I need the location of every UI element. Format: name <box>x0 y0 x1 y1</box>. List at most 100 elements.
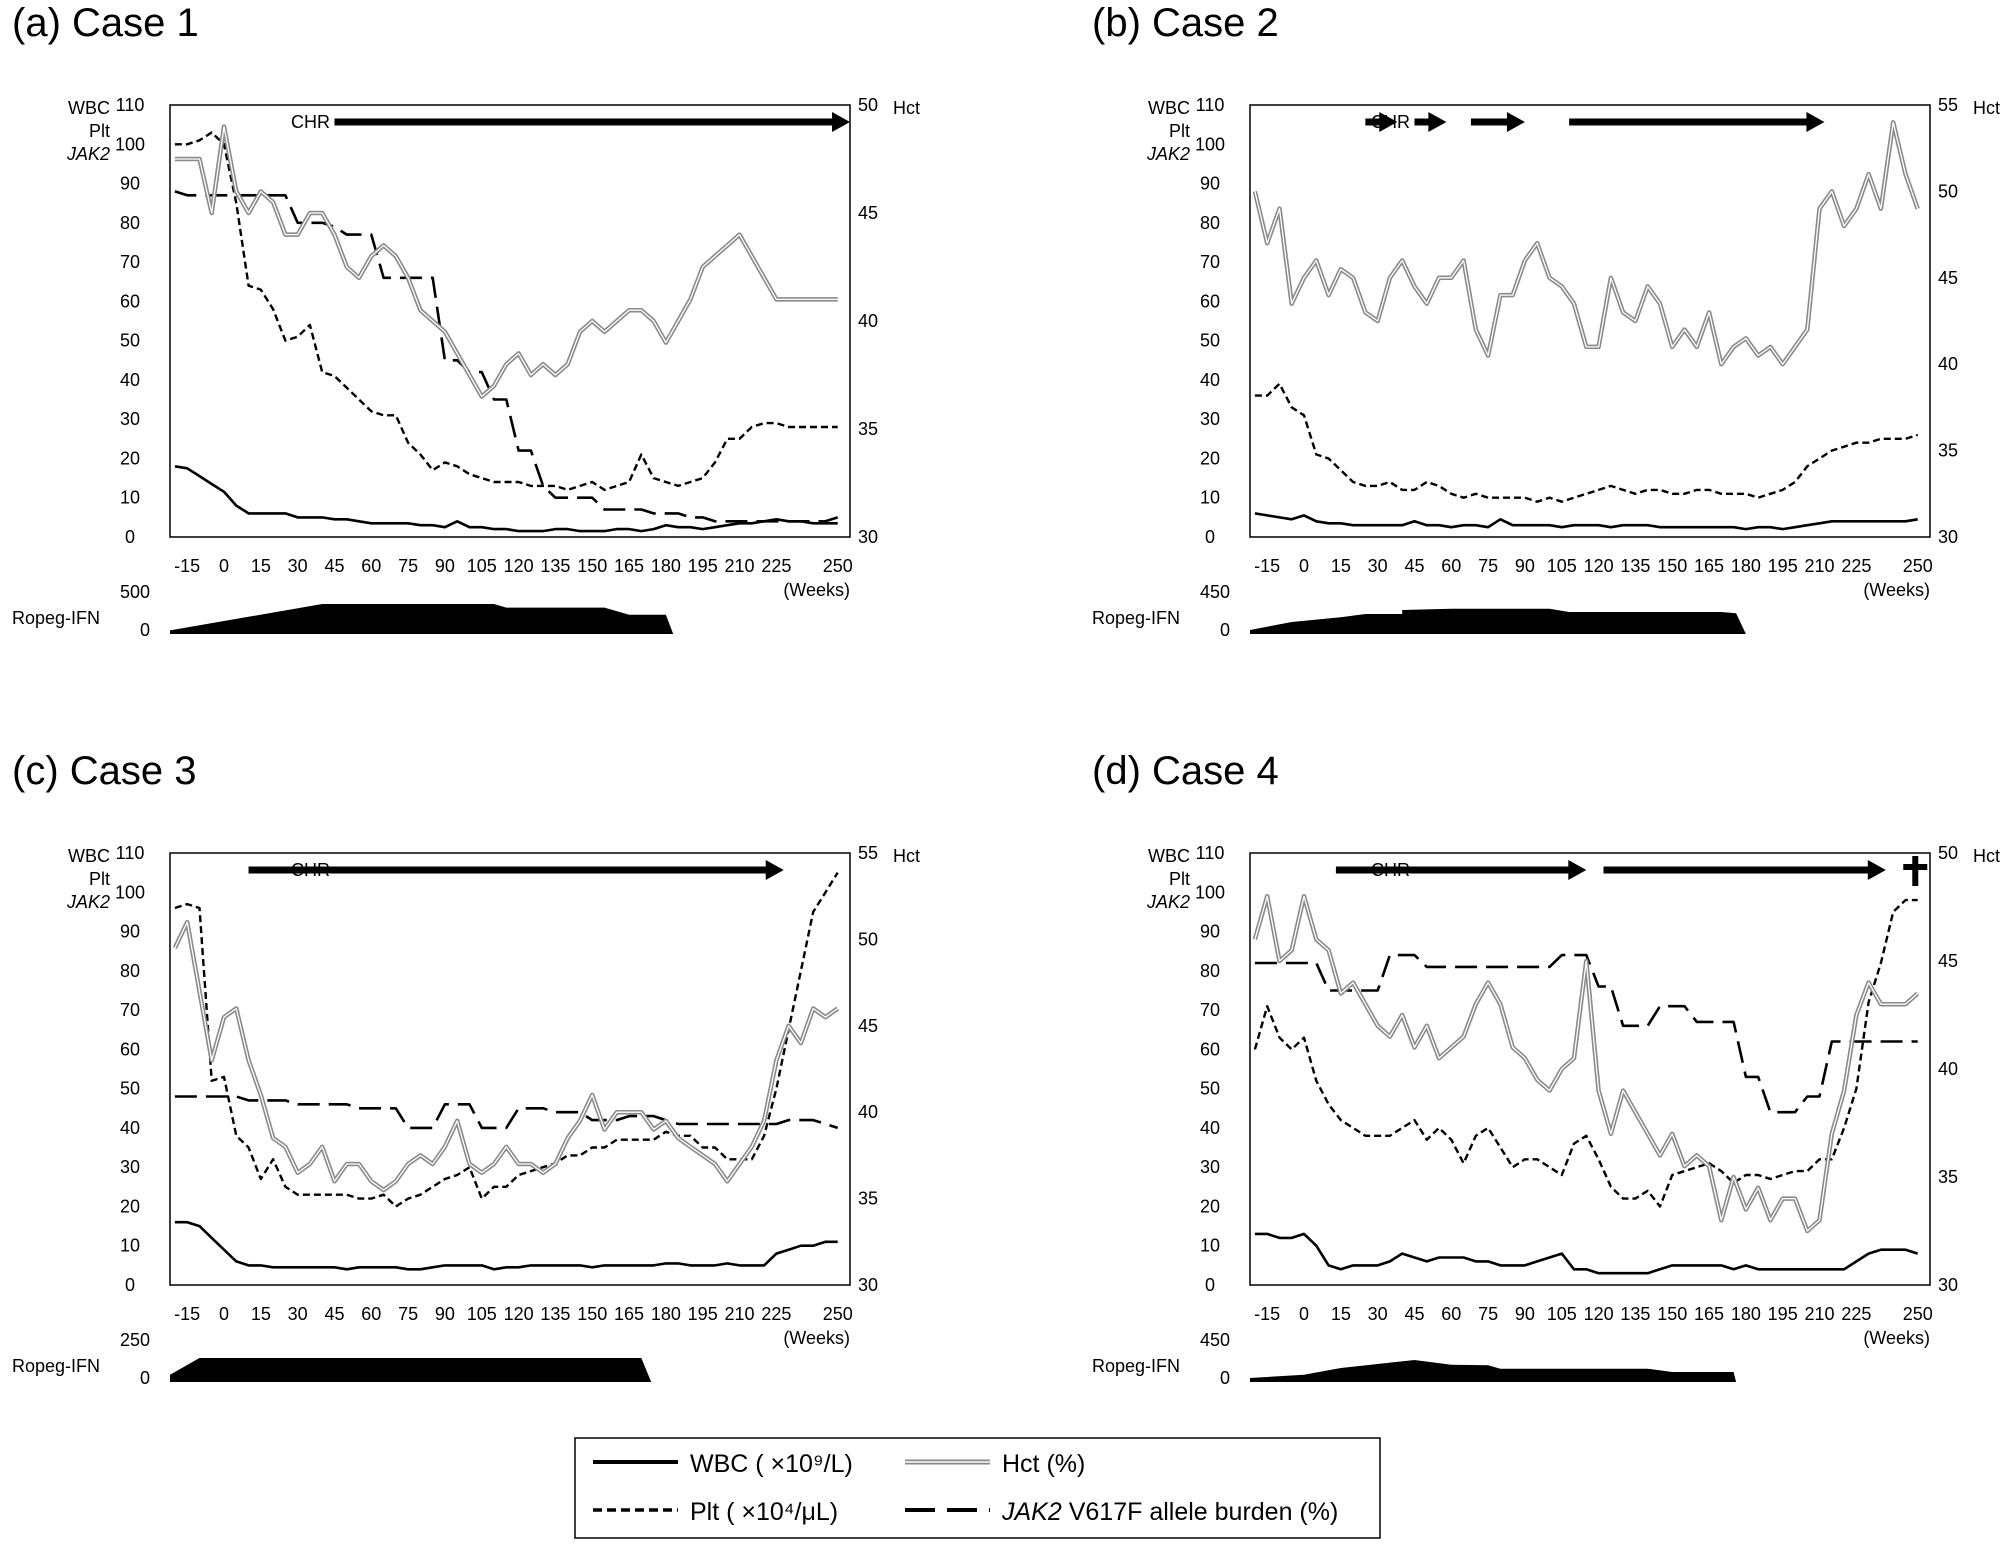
y-tick-left: 100 <box>115 882 145 902</box>
series-plt <box>1253 898 1918 1208</box>
x-tick: 165 <box>1694 1304 1724 1324</box>
legend: WBC ( ×10⁹/L) Hct (%) Plt ( ×10⁴/μL) JAK… <box>574 1437 1381 1539</box>
y-tick-left: 20 <box>1200 1196 1220 1216</box>
y-tick-left: 10 <box>1200 488 1220 508</box>
y-tick-left: 100 <box>115 134 145 154</box>
x-axis-label: (Weeks) <box>1863 1328 1930 1348</box>
x-tick: 45 <box>1404 556 1424 576</box>
left-axis-label-jak2: JAK2 <box>66 144 110 164</box>
x-tick: 180 <box>651 1304 681 1324</box>
x-tick: 250 <box>1903 556 1933 576</box>
x-tick: -15 <box>1254 556 1280 576</box>
series-hct-core <box>174 125 838 398</box>
x-tick: 120 <box>504 1304 534 1324</box>
x-tick: 195 <box>1768 1304 1798 1324</box>
right-axis-label: Hct <box>893 846 920 866</box>
x-tick: 120 <box>1584 1304 1614 1324</box>
series-plt <box>174 871 839 1208</box>
x-tick: 15 <box>251 556 271 576</box>
y-tick-right: 30 <box>1938 527 1958 547</box>
ropeg-ifn-dose-area <box>1250 608 1746 634</box>
chart-panel-2: (b) Case 2 WBC Plt JAK2 Hct 0 10 20 30 40 50 60 70 80… <box>1092 1 2000 640</box>
x-tick: 75 <box>398 556 418 576</box>
y-tick-left: 40 <box>1200 370 1220 390</box>
x-tick: 225 <box>761 556 791 576</box>
plot-frame <box>169 104 851 538</box>
x-tick: -15 <box>174 556 200 576</box>
x-tick: 135 <box>540 1304 570 1324</box>
ropeg-ifn-label: Ropeg-IFN <box>12 1356 100 1376</box>
y-tick-right: 40 <box>1938 354 1958 374</box>
y-tick-left: 40 <box>120 1118 140 1138</box>
right-axis-label: Hct <box>1973 98 2000 118</box>
y-tick-left: 40 <box>120 370 140 390</box>
y-tick-right: 30 <box>858 527 878 547</box>
x-tick: 15 <box>251 1304 271 1324</box>
series-wbc <box>1254 512 1918 531</box>
y-tick-right: 50 <box>858 929 878 949</box>
y-tick-left: 70 <box>120 1000 140 1020</box>
y-tick-left: 110 <box>116 95 145 115</box>
ropeg-max-label: 500 <box>120 582 150 602</box>
y-tick-left: 90 <box>120 922 140 942</box>
ropeg-min-label: 0 <box>1220 1368 1230 1388</box>
y-tick-left: 50 <box>1200 1079 1220 1099</box>
x-tick: 180 <box>651 556 681 576</box>
right-axis-label: Hct <box>893 98 920 118</box>
plot-frame <box>169 852 851 1286</box>
chr-arrow-head <box>1568 860 1587 880</box>
x-tick: -15 <box>1254 1304 1280 1324</box>
left-axis-label-jak2: JAK2 <box>1146 144 1190 164</box>
x-tick: 105 <box>467 556 497 576</box>
x-tick: 75 <box>1478 1304 1498 1324</box>
y-tick-left: 30 <box>120 409 140 429</box>
ropeg-ifn-dose-area <box>170 604 674 634</box>
series-jak2 <box>174 1095 839 1130</box>
x-tick: 45 <box>1404 1304 1424 1324</box>
ropeg-max-label: 250 <box>120 1330 150 1350</box>
y-tick-right: 40 <box>858 311 878 331</box>
chart-panel-3: (c) Case 3 WBC Plt JAK2 Hct 0 10 20 30 40 50 60 70 80… <box>12 749 920 1388</box>
left-axis-label-wbc: WBC <box>1148 846 1190 866</box>
series-hct <box>1252 120 1920 367</box>
y-tick-right: 50 <box>858 95 878 115</box>
left-axis-label-wbc: WBC <box>68 98 110 118</box>
x-tick: 195 <box>688 1304 718 1324</box>
x-tick: 210 <box>725 1304 755 1324</box>
series-hct-core <box>1254 121 1919 365</box>
y-tick-left: 70 <box>1200 252 1220 272</box>
chart-panel-1: (a) Case 1 WBC Plt JAK2 Hct 0 10 20 30 40 50 60 70 80… <box>12 1 920 640</box>
left-axis-label-plt: Plt <box>1169 869 1190 889</box>
y-tick-right: 55 <box>858 843 878 863</box>
series-plt <box>174 131 838 492</box>
y-tick-right: 45 <box>858 1016 878 1036</box>
x-tick: 120 <box>504 556 534 576</box>
plot-frame <box>1249 104 1931 538</box>
chr-arrow-head <box>1506 112 1525 132</box>
y-tick-right: 30 <box>1938 1275 1958 1295</box>
x-tick: 210 <box>1805 1304 1835 1324</box>
y-tick-left: 60 <box>1200 1039 1220 1059</box>
x-tick: 0 <box>1299 1304 1309 1324</box>
y-tick-left: 50 <box>120 331 140 351</box>
x-tick: 30 <box>288 1304 308 1324</box>
chr-arrow-head <box>1379 112 1398 132</box>
x-tick: 250 <box>823 556 853 576</box>
y-tick-left: 90 <box>120 174 140 194</box>
x-tick: 135 <box>1620 1304 1650 1324</box>
ropeg-ifn-dose-area <box>170 1358 652 1382</box>
panel-title: (d) Case 4 <box>1092 749 1279 793</box>
x-tick: 225 <box>1841 1304 1871 1324</box>
x-tick: 30 <box>1368 1304 1388 1324</box>
x-tick: 90 <box>435 556 455 576</box>
y-tick-right: 35 <box>1938 441 1958 461</box>
legend-jak2-rest: V617F allele burden (%) <box>1062 1498 1339 1526</box>
chr-arrow-head <box>1867 860 1886 880</box>
y-tick-left: 0 <box>125 527 135 547</box>
y-tick-left: 20 <box>120 448 140 468</box>
series-wbc <box>1254 1232 1919 1275</box>
series-wbc <box>174 1220 838 1271</box>
legend-jak2-gene: JAK2 <box>1001 1498 1062 1526</box>
x-tick: 150 <box>577 556 607 576</box>
